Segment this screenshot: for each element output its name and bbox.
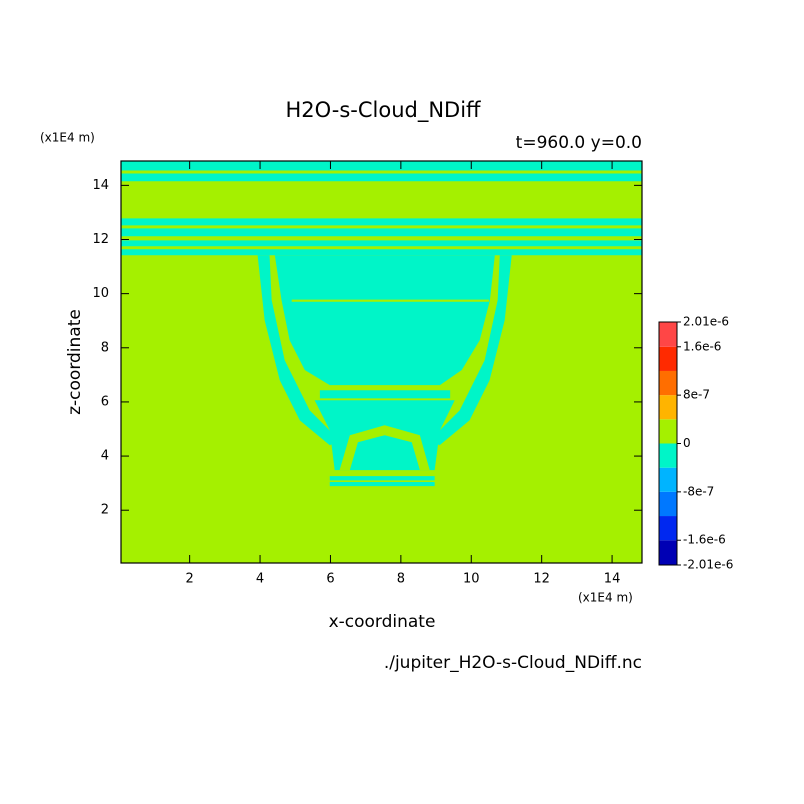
contour-region	[429, 255, 512, 446]
colorbar-band	[659, 516, 677, 541]
footer: ./jupiter_H2O-s-Cloud_NDiff.nc	[384, 653, 642, 673]
plot-frame	[120, 160, 643, 564]
contour-region	[257, 255, 340, 446]
contour-region	[121, 173, 642, 182]
x-tick-label: 12	[533, 572, 550, 587]
chart-title: H2O-s-Cloud_NDiff	[285, 98, 481, 123]
y-tick-label: 12	[92, 232, 109, 247]
colorbar-band	[659, 370, 677, 396]
contour-region	[329, 482, 435, 487]
colorbar-label: 1.6e-6	[683, 339, 721, 353]
colorbar-band	[659, 346, 677, 371]
colorbar-band	[659, 419, 677, 444]
colorbar-band	[659, 540, 677, 565]
x-axis-label: x-coordinate	[329, 612, 436, 632]
x-tick-label: 2	[186, 572, 194, 587]
contour-region	[329, 476, 435, 481]
x-unit: (x1E4 m)	[578, 591, 633, 605]
contour-region	[274, 255, 495, 386]
y-tick-label: 10	[92, 286, 109, 301]
colorbar-label: -8e-7	[683, 484, 714, 498]
contour-region	[319, 390, 451, 399]
x-tick-label: 10	[463, 572, 480, 587]
contour-region	[121, 240, 642, 247]
colorbar-band	[659, 443, 677, 468]
y-tick-label: 8	[101, 340, 109, 355]
contour-region	[291, 299, 489, 302]
colorbar-band	[659, 395, 677, 420]
contour-region	[339, 425, 430, 471]
colorbar-band	[659, 491, 677, 517]
colorbar-label: -2.01e-6	[683, 558, 733, 572]
colorbar-label: -1.6e-6	[683, 533, 726, 547]
chart-subtitle: t=960.0 y=0.0	[516, 133, 642, 153]
colorbar-band	[659, 467, 677, 492]
y-unit: (x1E4 m)	[40, 131, 95, 145]
colorbar-label: 8e-7	[683, 388, 710, 402]
contour-region	[121, 249, 642, 256]
y-tick-label: 14	[92, 178, 109, 193]
y-tick-label: 2	[101, 503, 109, 518]
x-tick-label: 6	[326, 572, 334, 587]
field	[121, 161, 642, 563]
y-axis-label: z-coordinate	[65, 309, 85, 415]
x-tick-label: 8	[397, 572, 405, 587]
x-tick-label: 14	[604, 572, 621, 587]
contour-region	[121, 228, 642, 237]
contour-region	[121, 161, 642, 171]
colorbar-band	[659, 322, 677, 347]
colorbar-label: 2.01e-6	[683, 315, 729, 329]
x-tick-label: 4	[256, 572, 264, 587]
contour-region	[121, 218, 642, 226]
y-tick-label: 4	[101, 449, 109, 464]
colorbar-label: 0	[683, 436, 691, 450]
y-tick-label: 6	[101, 394, 109, 409]
